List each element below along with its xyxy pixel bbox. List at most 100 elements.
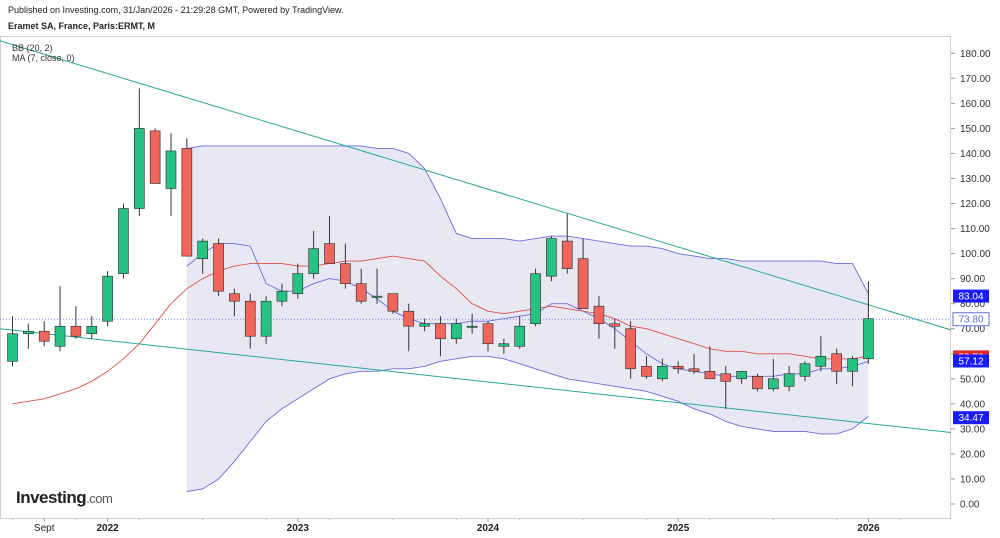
y-tick-label: 110.00	[960, 224, 990, 235]
published-caption: Published on Investing.com, 31/Jan/2026 …	[8, 5, 344, 15]
candle	[815, 336, 827, 372]
y-tick-label: 10.00	[960, 474, 985, 485]
bollinger-legend[interactable]: BB (20, 2)	[12, 43, 53, 53]
candle-body	[355, 283, 367, 302]
candle	[213, 238, 224, 297]
trendline-1	[0, 40, 951, 331]
candle-body	[229, 293, 240, 302]
x-tick-label: Sept	[34, 523, 55, 534]
candle	[593, 296, 605, 339]
candle-body	[308, 248, 319, 274]
x-tick-label: 2023	[287, 523, 310, 534]
candle-body	[783, 373, 795, 387]
candle	[118, 203, 129, 279]
candle-body	[292, 273, 304, 294]
y-tick-label: 30.00	[960, 424, 985, 435]
bollinger-lower-line	[186, 355, 869, 492]
y-tick-label: 160.00	[960, 99, 991, 110]
bollinger-upper-line	[186, 145, 869, 294]
candle-body	[54, 325, 66, 347]
y-tick-label: 0.00	[960, 500, 980, 511]
candle	[70, 306, 82, 339]
candle-body	[847, 358, 858, 372]
candle	[783, 366, 795, 392]
candle	[387, 293, 399, 314]
candle	[672, 361, 684, 374]
y-tick-label: 130.00	[960, 174, 991, 185]
candle-body	[324, 243, 335, 264]
candle	[450, 318, 462, 344]
price-tag-box	[953, 411, 989, 425]
candle-body	[419, 323, 430, 327]
y-tick-label: 70.00	[960, 324, 985, 335]
candle	[466, 313, 478, 334]
candle-body	[530, 273, 541, 325]
candle	[482, 321, 494, 352]
candle	[831, 348, 843, 384]
candle-body	[260, 300, 272, 337]
price-tag: 34.47	[953, 411, 989, 425]
candle-body	[815, 355, 827, 367]
candle-body	[704, 370, 716, 380]
candle	[625, 321, 636, 379]
candle	[197, 238, 208, 274]
trendline-2	[0, 328, 951, 434]
y-tick-label: 80.00	[960, 299, 985, 310]
candle-body	[435, 323, 446, 340]
candle-body	[767, 378, 779, 390]
candle	[546, 236, 557, 282]
y-tick-label: 50.00	[960, 374, 985, 385]
candle	[767, 358, 779, 392]
y-tick-label: 120.00	[960, 199, 991, 210]
y-tick-label: 170.00	[960, 74, 991, 85]
candle	[340, 243, 351, 289]
candle-body	[546, 238, 557, 277]
moving-average-legend[interactable]: MA (7, close, 0)	[12, 53, 75, 63]
candle	[720, 366, 732, 409]
x-tick-label: 2022	[96, 523, 119, 534]
candle-body	[403, 310, 415, 327]
candle-body	[736, 370, 747, 380]
candle-body	[514, 325, 526, 347]
y-tick-label: 150.00	[960, 124, 991, 135]
candle-body	[276, 290, 288, 302]
x-tick-label: 2025	[667, 523, 690, 534]
candle-body	[641, 365, 652, 377]
candle-body	[387, 293, 399, 312]
candle	[165, 133, 177, 217]
candle-body	[165, 150, 177, 189]
candle-body	[450, 323, 462, 340]
candle-body	[149, 130, 161, 184]
price-tag-label: 57.12	[958, 356, 983, 367]
candle-body	[118, 208, 129, 274]
candle-body	[23, 330, 34, 335]
y-tick-label: 100.00	[960, 249, 991, 260]
candle	[276, 283, 288, 307]
y-tick-label: 140.00	[960, 149, 991, 160]
candle	[292, 263, 304, 299]
candle-body	[197, 240, 208, 259]
logo-suffix: .com	[86, 491, 113, 506]
candle	[134, 88, 145, 217]
candle-body	[181, 148, 193, 257]
candle	[657, 358, 668, 382]
candle	[419, 318, 430, 332]
candle	[609, 318, 621, 349]
candle	[514, 316, 526, 349]
candle-body	[340, 263, 351, 284]
candle-body	[561, 240, 573, 269]
candle-body	[498, 343, 510, 347]
candle	[688, 353, 700, 374]
candle	[308, 231, 319, 279]
price-tag-box	[952, 312, 990, 327]
candle-body	[466, 325, 478, 328]
candle-body	[102, 275, 113, 322]
candle	[260, 296, 272, 344]
candle	[435, 316, 446, 357]
candle-body	[752, 375, 763, 390]
price-tag-label: 34.47	[958, 413, 983, 424]
candle	[530, 268, 541, 327]
candle	[355, 268, 367, 304]
candle	[641, 356, 652, 379]
